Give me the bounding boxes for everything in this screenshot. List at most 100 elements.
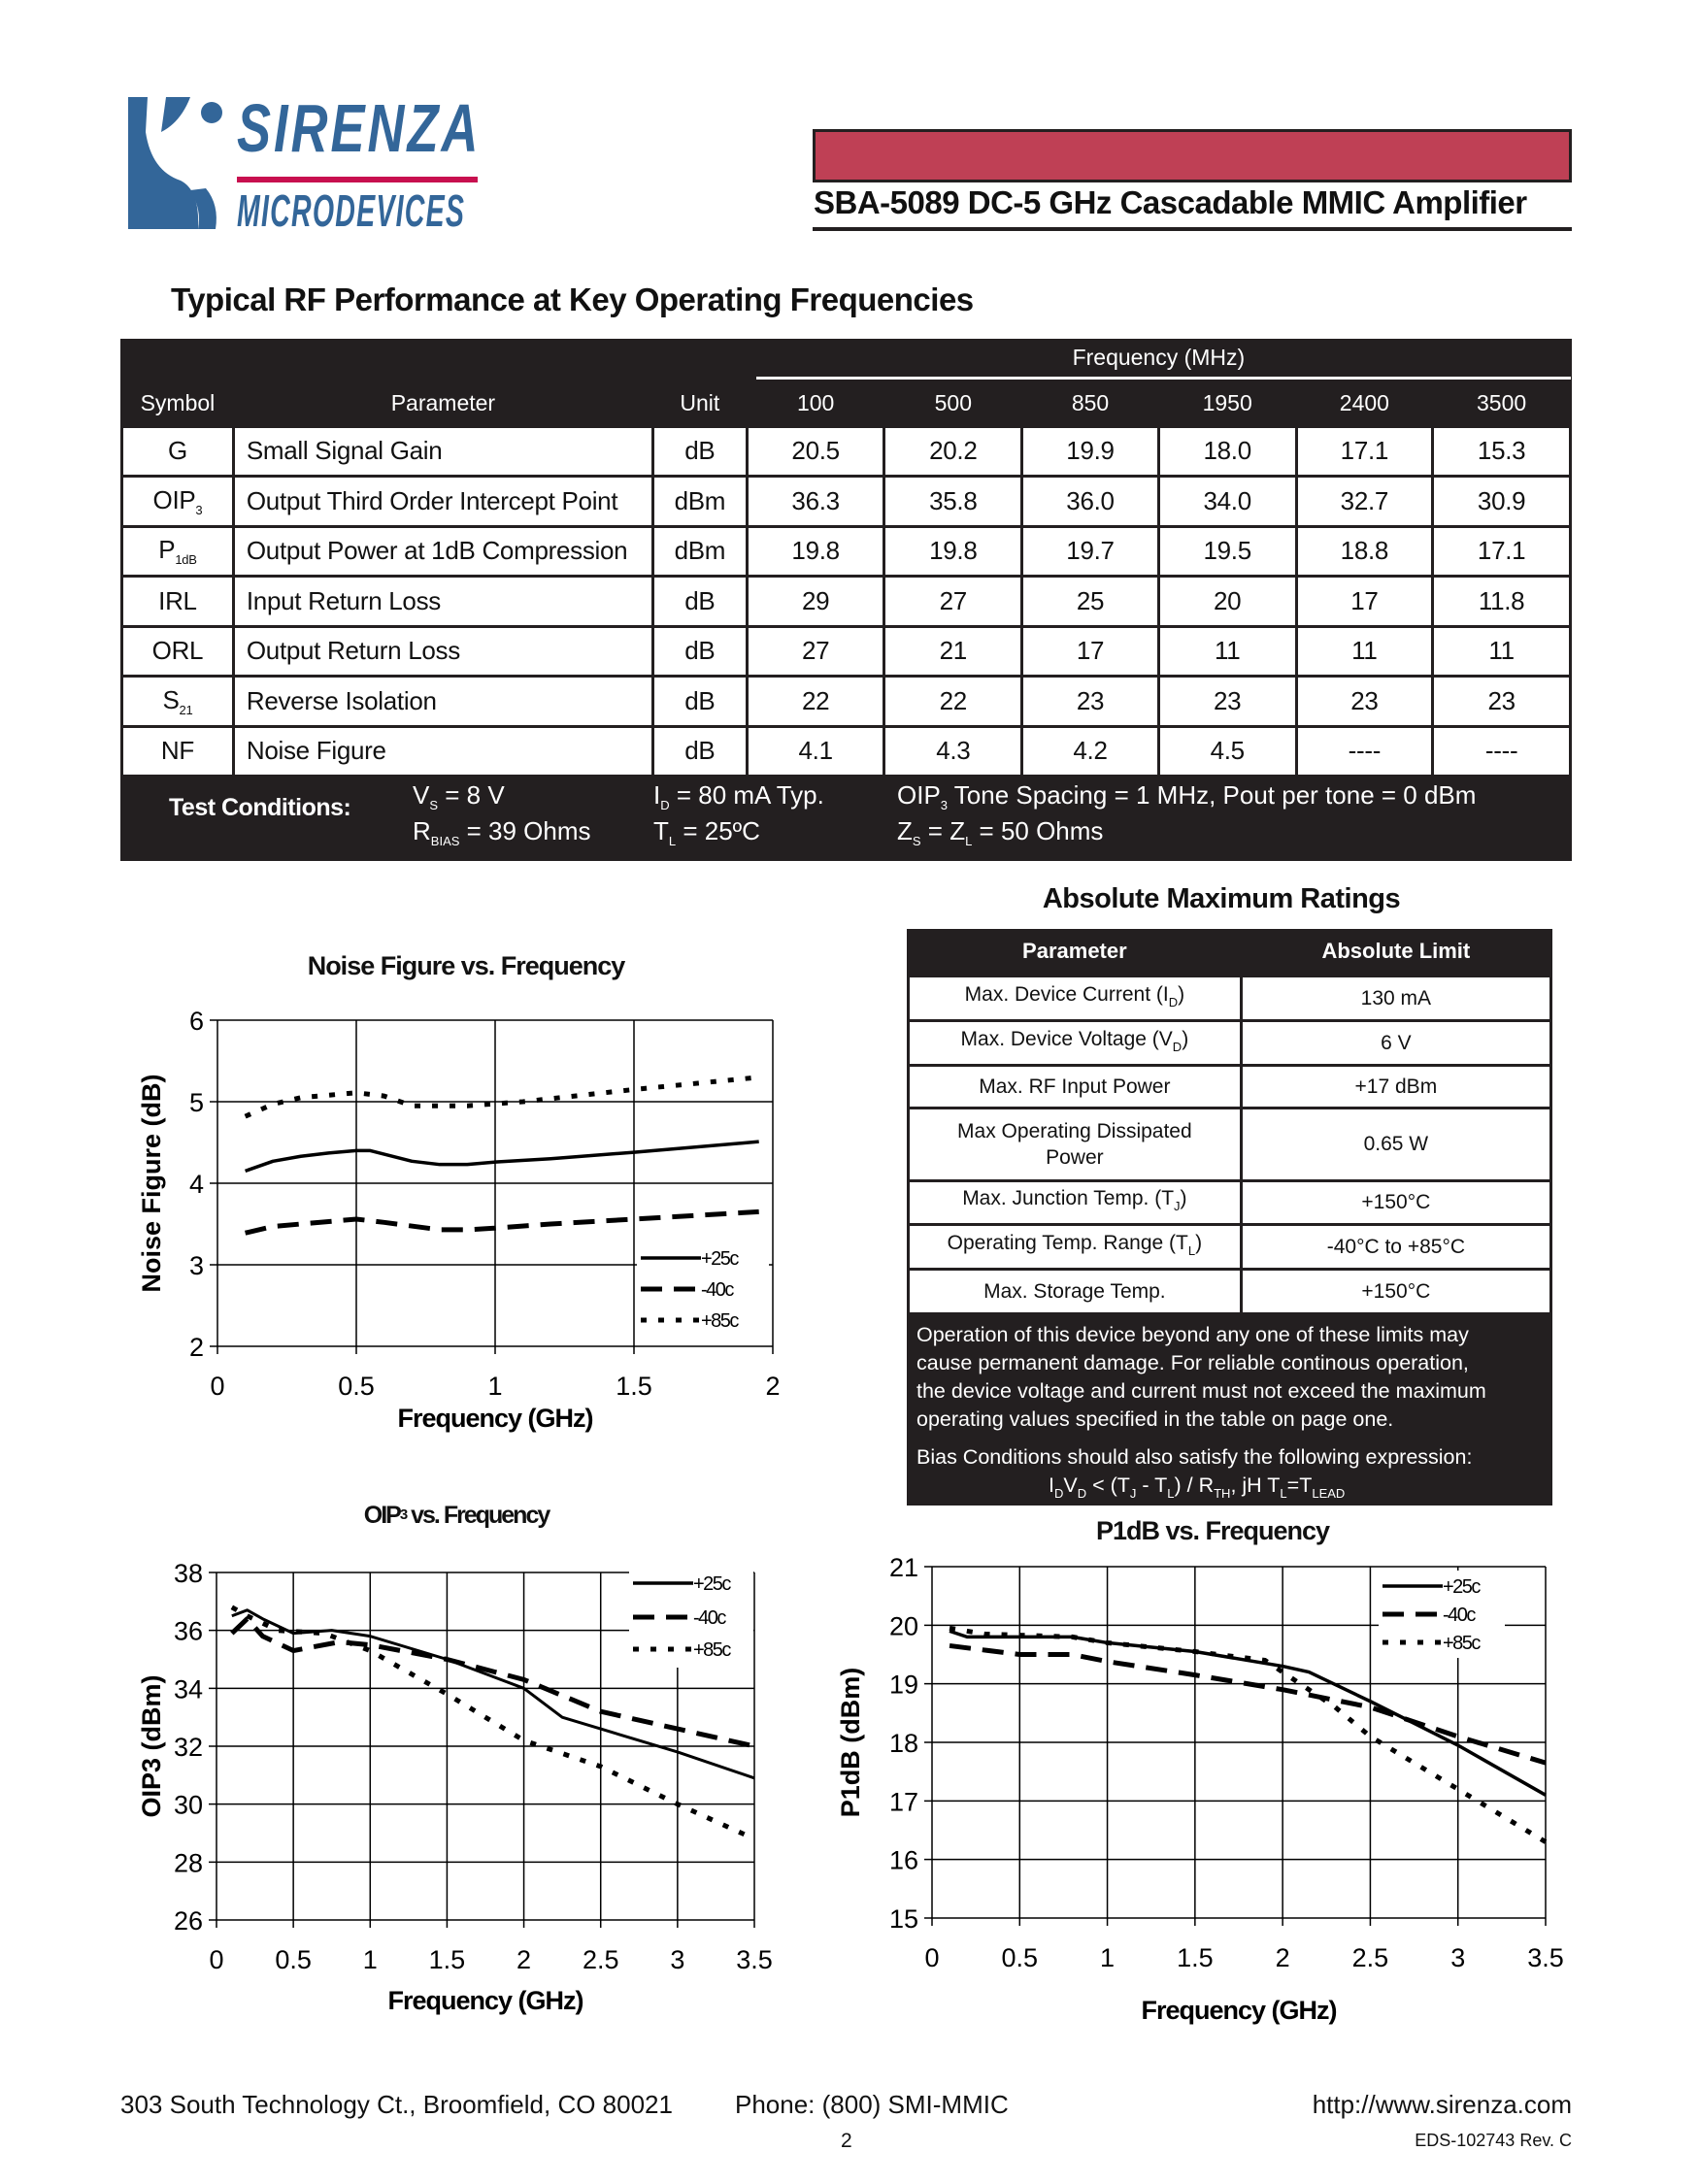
header-banner	[813, 129, 1572, 182]
table-row: Max. Device Voltage (VD) 6 V	[907, 1018, 1553, 1067]
test-conditions-label: Test Conditions:	[169, 794, 351, 821]
col-header-freq: 100	[796, 390, 835, 416]
y-tick-label: 2	[189, 1333, 204, 1362]
cell-value: 19.7	[1020, 524, 1160, 578]
cell-value: 11	[1431, 624, 1572, 678]
legend-label: -40c	[693, 1607, 726, 1629]
x-tick-label: 1	[487, 1372, 502, 1401]
cell-unit: dB	[650, 675, 749, 728]
col-header-freq: 850	[1071, 390, 1110, 416]
table-row: G Small Signal Gain dB 20.5 20.2 19.9 18.0 17.1…	[120, 424, 1572, 478]
tc-tl: TL = 25ºC	[653, 816, 760, 848]
footer-address: 303 South Technology Ct., Broomfield, CO…	[120, 2090, 673, 2119]
x-tick-label: 1	[1100, 1943, 1115, 1972]
cell-value: 11	[1294, 624, 1435, 678]
p1db-chart-title: P1dB vs. Frequency	[1095, 1516, 1330, 1545]
abs-note-line: Operation of this device beyond any one …	[916, 1323, 1469, 1346]
y-tick-label: 5	[189, 1088, 204, 1117]
cell-value: 36.3	[745, 475, 886, 528]
table-row: S21 Reverse Isolation dB 22 22 23 23 23 23	[120, 675, 1572, 728]
cell-value: 19.8	[745, 524, 886, 578]
table-row: NF Noise Figure dB 4.1 4.3 4.2 4.5 ---- ----	[120, 724, 1572, 778]
cell-value: 20.2	[883, 424, 1024, 478]
abs-cell-limit: 130 mA	[1239, 974, 1553, 1022]
oip3-chart: 0 0.5 1 1.5 2 2.5 3 3.5 26 28 30 32 34 36 38 Frequency …	[137, 1559, 773, 2015]
y-tick-label: 32	[174, 1733, 203, 1762]
cell-value: 17.1	[1431, 524, 1572, 578]
y-tick-label: 3	[189, 1251, 204, 1280]
x-tick-label: 3	[1450, 1943, 1465, 1972]
cell-value: 34.0	[1156, 475, 1298, 528]
cell-value: 23	[1156, 675, 1298, 728]
nf-chart-title: Noise Figure vs. Frequency	[307, 951, 626, 980]
cell-value: 17.1	[1294, 424, 1435, 478]
y-axis-label: P1dB (dBm)	[836, 1668, 865, 1818]
cell-value: 15.3	[1431, 424, 1572, 478]
cell-value: ----	[1431, 724, 1572, 778]
cell-parameter: Reverse Isolation	[231, 675, 654, 728]
footer-doc-id: EDS-102743 Rev. C	[1415, 2131, 1572, 2150]
legend: +25c -40c +85c	[629, 1571, 753, 1668]
abs-cell-parameter: Max. Storage Temp.	[907, 1267, 1243, 1315]
cell-parameter: Small Signal Gain	[231, 424, 654, 478]
cell-value: 19.5	[1156, 524, 1298, 578]
cell-symbol: NF	[120, 724, 235, 778]
y-axis-label: Noise Figure (dB)	[137, 1074, 166, 1292]
cell-parameter: Noise Figure	[231, 724, 654, 778]
tc-impedance: ZS = ZL = 50 Ohms	[897, 816, 1104, 848]
cell-parameter: Output Third Order Intercept Point	[231, 475, 654, 528]
cell-symbol: ORL	[120, 624, 235, 678]
cell-value: ----	[1294, 724, 1435, 778]
cell-value: 27	[745, 624, 886, 678]
y-tick-label: 26	[174, 1906, 203, 1936]
abs-cell-parameter: Operating Temp. Range (TL)	[907, 1222, 1243, 1271]
logo-sirenza: SIRENZA	[237, 90, 482, 166]
cell-value: 11.8	[1431, 575, 1572, 628]
series-line-25c	[949, 1629, 1547, 1797]
x-tick-label: 3	[670, 1945, 684, 1974]
cell-value: 21	[883, 624, 1024, 678]
cell-value: 36.0	[1020, 475, 1160, 528]
legend-label: +25c	[693, 1573, 731, 1595]
cell-value: 18.8	[1294, 524, 1435, 578]
cell-value: 4.2	[1020, 724, 1160, 778]
cell-value: 20	[1156, 575, 1298, 628]
cell-unit: dB	[650, 624, 749, 678]
abs-cell-parameter: Max. Device Current (ID)	[907, 974, 1243, 1022]
cell-unit: dBm	[650, 524, 749, 578]
cell-value: 18.0	[1156, 424, 1298, 478]
series-line-40c	[245, 1208, 759, 1236]
abs-cell-parameter: Max. RF Input Power	[907, 1063, 1243, 1109]
y-tick-label: 17	[889, 1787, 918, 1816]
abs-note-line: cause permanent damage. For reliable con…	[916, 1351, 1469, 1374]
abs-header-limit: Absolute Limit	[1321, 939, 1471, 964]
cell-value: 25	[1020, 575, 1160, 628]
y-tick-label: 19	[889, 1671, 918, 1700]
legend-label: +85c	[1443, 1633, 1481, 1654]
cell-parameter: Output Return Loss	[231, 624, 654, 678]
legend: +25c -40c +85c	[637, 1244, 769, 1332]
legend-label: +85c	[701, 1310, 739, 1332]
tc-rbias: RBIAS = 39 Ohms	[413, 816, 591, 848]
y-tick-label: 6	[189, 1007, 204, 1036]
cell-symbol: OIP3	[120, 475, 235, 528]
footer-url[interactable]: http://www.sirenza.com	[1312, 2090, 1572, 2119]
x-tick-label: 0.5	[338, 1372, 375, 1401]
cell-value: 23	[1431, 675, 1572, 728]
col-header-freq: 500	[934, 390, 972, 416]
x-tick-label: 1.5	[429, 1945, 466, 1974]
abs-header-parameter: Parameter	[1022, 939, 1127, 964]
cell-value: 30.9	[1431, 475, 1572, 528]
table-row: Max. RF Input Power +17 dBm	[907, 1063, 1553, 1109]
cell-value: 22	[745, 675, 886, 728]
legend-label: +25c	[701, 1248, 739, 1270]
x-tick-label: 2	[516, 1945, 531, 1974]
legend-box	[1379, 1571, 1505, 1658]
table-row: Max Operating Dissipated Power 0.65 W	[907, 1106, 1553, 1182]
abs-cell-limit: 6 V	[1239, 1018, 1553, 1067]
cell-unit: dBm	[650, 475, 749, 528]
cell-symbol: S21	[120, 675, 235, 728]
cell-value: 17	[1294, 575, 1435, 628]
x-tick-label: 0	[209, 1945, 223, 1974]
x-tick-label: 2.5	[1352, 1943, 1389, 1972]
